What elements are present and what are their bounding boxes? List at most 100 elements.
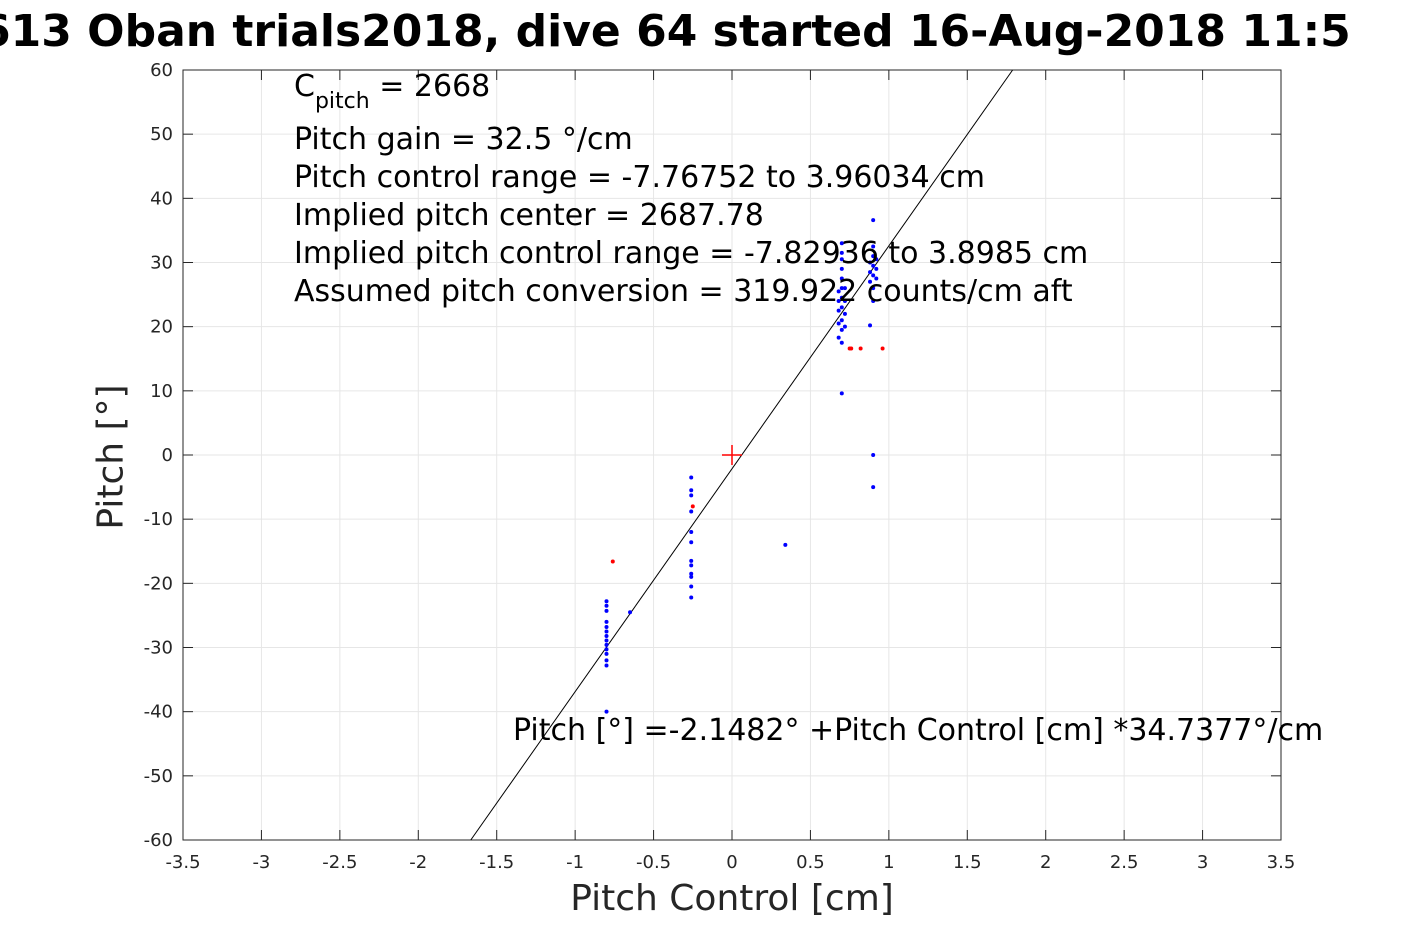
data-point — [839, 257, 844, 262]
c-pitch-label: C — [294, 69, 315, 104]
data-point — [842, 299, 847, 303]
y-tick-label: 30 — [150, 253, 173, 274]
axis-ticks: -3.5 -3 -2.5 -2 -1.5 -1 -0.5 0 0.5 1 1.5 2 2.5 3 3.5 -6… — [144, 60, 1296, 873]
data-point — [604, 629, 609, 634]
data-point — [689, 584, 694, 589]
data-point — [871, 485, 876, 490]
data-point — [689, 530, 694, 534]
data-point — [842, 311, 847, 316]
x-tick-label: 1.5 — [953, 852, 982, 873]
data-point — [836, 308, 841, 313]
data-point — [839, 340, 844, 345]
y-tick-label: 40 — [150, 188, 173, 209]
y-tick-label: 20 — [150, 317, 173, 338]
x-axis-label: Pitch Control [cm] — [570, 878, 894, 919]
data-point — [689, 558, 694, 563]
data-point — [604, 709, 609, 714]
data-point — [874, 276, 879, 281]
pitch-gain-text: Pitch gain = 32.5 °/cm — [294, 122, 633, 157]
data-point — [689, 475, 694, 480]
y-tick-label: 0 — [162, 445, 173, 466]
data-point — [839, 327, 844, 332]
data-point — [604, 663, 609, 668]
data-point — [836, 321, 841, 326]
y-tick-label: 50 — [150, 124, 173, 145]
data-point — [868, 260, 873, 265]
data-point — [604, 647, 609, 652]
x-tick-label: 0 — [726, 852, 737, 873]
c-pitch-value: = 2668 — [369, 69, 491, 104]
data-point — [689, 493, 694, 498]
flagged-data-point — [880, 346, 885, 351]
y-tick-label: -30 — [144, 638, 173, 659]
flagged-data-point — [849, 346, 854, 351]
data-point — [604, 603, 609, 608]
data-point — [839, 276, 844, 281]
x-tick-label: 0.5 — [796, 852, 825, 873]
data-point — [871, 453, 876, 457]
pitch-control-range-text: Pitch control range = -7.76752 to 3.9603… — [294, 160, 985, 195]
data-point — [871, 273, 876, 278]
data-point — [871, 299, 876, 303]
y-tick-label: -10 — [144, 509, 173, 530]
c-pitch-line: Cpitch = 2668 — [294, 68, 1088, 114]
grid-lines — [182, 69, 1282, 841]
center-marker-layer — [722, 445, 742, 465]
y-tick-label: -40 — [144, 702, 173, 723]
data-point — [868, 279, 873, 284]
data-point — [604, 633, 609, 638]
y-tick-label: 60 — [150, 60, 173, 81]
data-point — [839, 318, 844, 323]
data-point — [836, 299, 841, 303]
data-point — [839, 305, 844, 310]
data-point — [604, 658, 609, 663]
y-tick-label: -50 — [144, 766, 173, 787]
data-point — [689, 540, 694, 545]
y-axis-label: Pitch [°] — [90, 384, 132, 530]
data-point — [839, 391, 844, 396]
data-point — [604, 638, 609, 643]
data-point — [604, 619, 609, 624]
x-tick-label: -0.5 — [636, 852, 671, 873]
data-point — [868, 270, 873, 275]
data-point — [871, 254, 876, 259]
data-point — [604, 608, 609, 613]
data-point — [689, 509, 694, 514]
data-point — [839, 286, 844, 291]
data-point — [604, 624, 609, 629]
data-point — [871, 244, 876, 249]
info-annotation-block: Cpitch = 2668 Pitch gain = 32.5 °/cm Pit… — [294, 68, 1088, 311]
data-point — [689, 488, 694, 493]
data-point — [689, 595, 694, 600]
data-point — [839, 295, 844, 300]
x-tick-label: 1 — [883, 852, 894, 873]
x-tick-label: -3 — [252, 852, 270, 873]
x-tick-label: 2.5 — [1110, 852, 1139, 873]
data-point — [836, 289, 841, 294]
fit-equation-text: Pitch [°] =-2.1482° +Pitch Control [cm] … — [513, 713, 1324, 748]
y-tick-label: -20 — [144, 573, 173, 594]
data-point — [628, 610, 633, 615]
x-tick-label: -1 — [566, 852, 584, 873]
chart-title-text: 613 Oban trials2018, dive 64 started 16-… — [0, 6, 1351, 57]
data-point — [868, 323, 873, 328]
data-point — [836, 335, 841, 340]
chart-title: 613 Oban trials2018, dive 64 started 16-… — [0, 2, 1417, 62]
x-tick-label: 3.5 — [1267, 852, 1296, 873]
data-points — [604, 218, 885, 714]
data-point — [874, 266, 879, 271]
x-tick-label: -3.5 — [165, 852, 200, 873]
flagged-data-point — [858, 346, 863, 351]
data-point — [689, 563, 694, 568]
data-point — [842, 286, 847, 291]
c-pitch-subscript: pitch — [314, 89, 370, 114]
data-point — [874, 257, 879, 262]
data-point — [689, 574, 694, 579]
flagged-data-point — [610, 559, 615, 564]
data-point — [839, 241, 844, 246]
data-point — [689, 571, 694, 576]
y-tick-label: -60 — [144, 830, 173, 851]
data-point — [871, 286, 876, 291]
x-tick-label: 3 — [1197, 852, 1208, 873]
implied-pitch-center-text: Implied pitch center = 2687.78 — [294, 198, 764, 233]
